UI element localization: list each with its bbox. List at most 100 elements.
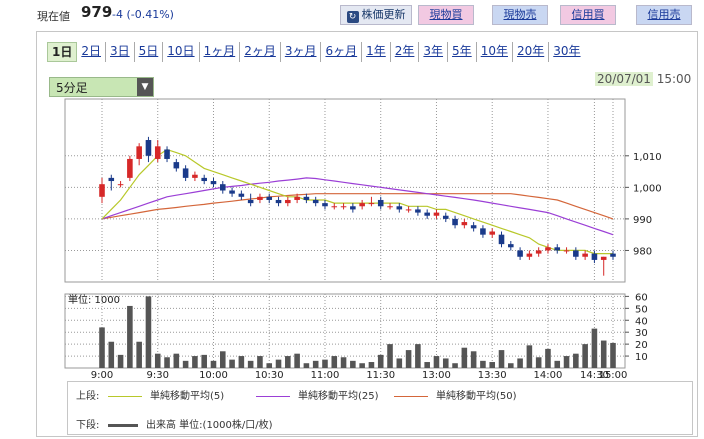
candle-body [238,193,245,197]
volume-bar [600,340,607,368]
x-tick-label: 13:00 [422,370,451,380]
volume-bar [340,357,347,368]
tab-8[interactable]: 6ヶ月 [321,42,363,62]
refresh-price-label: 株価更新 [361,8,406,21]
legend-volume-label: 出来高 単位:(1000株/口/枚) [146,420,273,431]
price-plot-area [64,98,626,283]
tab-5[interactable]: 1ヶ月 [200,42,241,62]
candle-body [182,168,189,178]
volume-bar [480,360,486,368]
volume-bar [219,351,226,368]
volume-bar [331,356,338,368]
legend-ma50-line [394,395,428,397]
x-tick-label: 11:30 [366,370,395,380]
candle-body [554,247,561,251]
ma50-line [101,193,614,220]
margin-sell-button[interactable]: 信用売 [636,5,692,25]
volume-bar [164,357,170,368]
volume-bar [257,356,263,368]
volume-bar [238,356,245,368]
x-tick-label: 11:00 [311,370,340,380]
tab-3[interactable]: 5日 [135,42,164,62]
candle-body [480,228,486,235]
volume-bar [173,353,180,368]
candle-body [192,174,198,178]
volume-bar [154,353,161,368]
volume-bar [145,296,152,368]
quote-header: 現在値 979 -4 (-0.41%) ↻ 株価更新 現物買 現物売 信用買 信用… [0,0,704,30]
legend-ma50-label: 単純移動平均(50) [436,391,517,402]
chart-panel: 1日 2日 3日 5日 10日 1ヶ月 2ヶ月 3ヶ月 6ヶ月 1年 2年 3年 5年 10年 20年 30年… [36,31,698,437]
legend-ma5-label: 単純移動平均(5) [150,391,225,402]
tab-4[interactable]: 10日 [163,42,200,62]
candle-body [442,215,449,219]
x-tick-label: 10:00 [199,370,228,380]
volume-bar [461,347,468,368]
candle-body [201,177,207,182]
tab-10[interactable]: 2年 [391,42,420,62]
volume-bar [535,357,542,368]
interval-select[interactable]: 5分足 ▼ [49,77,154,97]
cash-buy-button[interactable]: 現物買 [418,5,474,25]
candle-body [275,199,282,204]
candle-body [415,209,421,213]
price-tick-label: 980 [633,246,652,257]
x-tick-label: 10:30 [255,370,284,380]
interval-select-value: 5分足 [56,81,88,95]
margin-buy-button[interactable]: 信用買 [560,5,616,25]
candle-body [610,253,616,257]
volume-bar [201,354,207,368]
candle-body [526,253,533,257]
candle-body [257,196,263,200]
volume-tick-label: 60 [635,292,648,303]
tab-13[interactable]: 10年 [477,42,513,62]
volume-bar [359,363,365,368]
tab-1[interactable]: 2日 [77,42,106,62]
candle-body [331,206,338,208]
volume-bar [591,328,598,368]
tab-7[interactable]: 3ヶ月 [281,42,322,62]
price-tick-label: 990 [633,215,652,226]
candle-body [535,250,542,254]
candle-body [359,203,365,207]
price-tick-label: 1,000 [633,183,662,194]
period-tabs: 1日 2日 3日 5日 10日 1ヶ月 2ヶ月 3ヶ月 6ヶ月 1年 2年 3年 5年 10年 20年 30年 [47,42,585,62]
cash-sell-button[interactable]: 現物売 [492,5,548,25]
legend-ma25-line [256,395,290,397]
candle-body [303,196,310,200]
volume-bar [108,341,115,368]
tab-9[interactable]: 1年 [362,42,391,62]
volume-bar [368,362,375,368]
chart-legend: 上段: 単純移動平均(5) 単純移動平均(25) 単純移動平均(50) 下段: … [67,381,693,435]
volume-bar [610,342,616,368]
candle-body [340,206,347,208]
candle-body [266,196,273,200]
tab-2[interactable]: 3日 [106,42,135,62]
volume-bar [247,360,254,368]
volume-tick-label: 20 [635,340,648,351]
price-tick-label: 1,010 [633,152,662,163]
candle-body [154,146,161,159]
tab-0[interactable]: 1日 [47,42,78,62]
chevron-down-icon[interactable]: ▼ [137,78,153,96]
legend-ma25: 単純移動平均(25) [256,387,379,402]
volume-bar [470,351,477,368]
volume-bar [275,359,282,368]
refresh-price-button[interactable]: ↻ 株価更新 [340,5,412,25]
tab-6[interactable]: 2ヶ月 [240,42,281,62]
candle-body [591,253,598,260]
candle-body [452,218,458,226]
tab-12[interactable]: 5年 [448,42,477,62]
candle-body [127,158,133,178]
tab-11[interactable]: 3年 [419,42,449,62]
candle-body [424,212,430,216]
tab-14[interactable]: 20年 [513,42,550,62]
volume-bar [498,350,505,368]
volume-bar [192,356,198,368]
tab-15[interactable]: 30年 [553,44,581,58]
candle-body [247,199,254,204]
volume-bar [377,354,384,368]
candle-body [173,162,180,169]
volume-bar [554,360,561,368]
volume-bar [433,356,440,368]
